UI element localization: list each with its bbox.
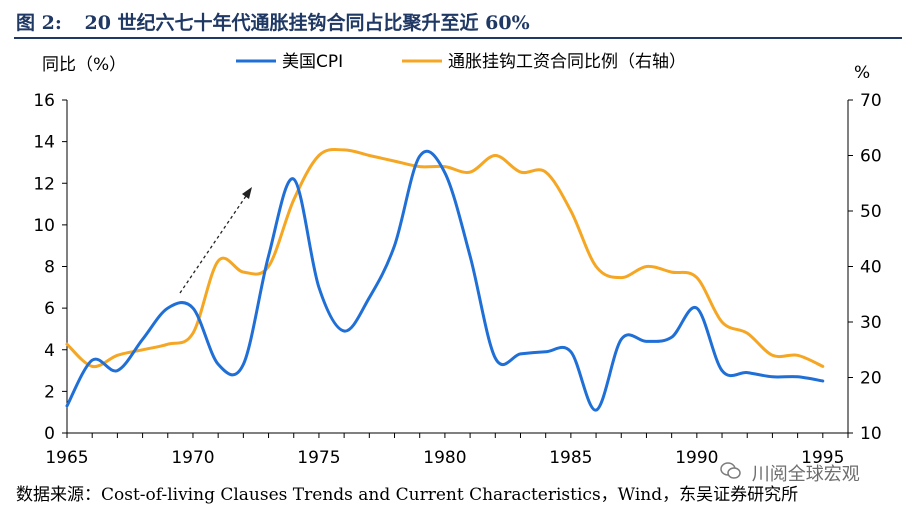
x-tick-label: 1995 (801, 448, 844, 468)
figure-title-text: 20 世纪六七十年代通胀挂钩合同占比聚升至近 60% (84, 12, 530, 34)
x-tick-label: 1975 (297, 448, 340, 468)
legend-label-cpi: 美国CPI (282, 52, 343, 72)
figure-title: 图 2: 20 世纪六七十年代通胀挂钩合同占比聚升至近 60% (16, 8, 530, 35)
wechat-icon (720, 462, 742, 485)
y-right-tick-label: 30 (860, 313, 882, 333)
y-right-tick-label: 50 (860, 202, 882, 222)
y-left-tick-label: 6 (44, 299, 55, 319)
y-left-tick-label: 14 (33, 133, 55, 153)
x-tick-label: 1965 (45, 448, 88, 468)
x-tick-label: 1970 (171, 448, 214, 468)
trend-arrow-head (242, 187, 252, 199)
y-left-tick-label: 16 (33, 91, 55, 111)
line-chart: 0 2 4 6 8 10 12 14 16 10 20 30 40 50 60 70 1965 1970 1975 1… (33, 52, 882, 468)
y-left-tick-label: 8 (44, 258, 55, 278)
legend-label-cola: 通胀挂钩工资合同比例（右轴） (448, 52, 686, 72)
y-right-axis-label: % (854, 63, 870, 83)
cola-series-line (65, 147, 825, 369)
y-left-tick-label: 0 (44, 424, 55, 444)
y-left-tick-label: 2 (44, 382, 55, 402)
watermark-text: 川阅全球宏观 (751, 464, 860, 485)
y-right-tick-label: 70 (860, 91, 882, 111)
y-right-tick-label: 10 (860, 424, 882, 444)
x-tick-label: 1985 (549, 448, 592, 468)
source-note: 数据来源：Cost-of-living Clauses Trends and C… (16, 485, 799, 505)
y-left-tick-label: 12 (33, 174, 55, 194)
watermark: 川阅全球宏观 (720, 460, 860, 486)
trend-arrow-line (179, 195, 247, 294)
cpi-series-line (65, 149, 825, 412)
y-right-tick-label: 40 (860, 258, 882, 278)
header-rule (14, 37, 902, 39)
y-right-tick-label: 60 (860, 147, 882, 167)
figure-header: 图 2: 20 世纪六七十年代通胀挂钩合同占比聚升至近 60% (0, 0, 912, 39)
y-right-tick-label: 20 (860, 369, 882, 389)
x-tick-label: 1990 (675, 448, 718, 468)
y-left-axis-label: 同比（%） (42, 55, 126, 75)
x-tick-label: 1980 (423, 448, 466, 468)
y-left-tick-label: 10 (33, 216, 55, 236)
y-left-tick-label: 4 (44, 341, 55, 361)
figure-label: 图 2: (16, 12, 62, 34)
